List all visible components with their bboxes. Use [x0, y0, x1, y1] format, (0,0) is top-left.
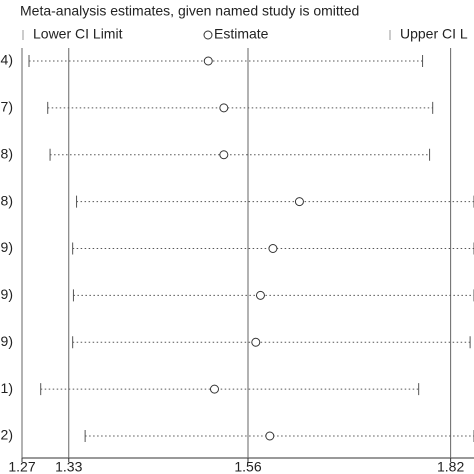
y-tick-label: 9) [1, 333, 13, 349]
chart-title: Meta-analysis estimates, given named stu… [20, 3, 359, 19]
legend-label: Estimate [214, 26, 269, 42]
legend-label: Lower CI Limit [33, 26, 123, 42]
estimate [203, 56, 213, 66]
y-tick-label: 1) [1, 380, 13, 396]
y-tick-label: 8) [1, 192, 13, 208]
estimate [251, 337, 261, 347]
x-tick-label: 1.56 [234, 459, 261, 474]
estimate [219, 103, 229, 113]
estimate [219, 150, 229, 160]
x-tick-label: 1.33 [55, 459, 82, 474]
estimate [265, 431, 275, 441]
y-tick-label: 2) [1, 427, 13, 443]
y-tick-label: 9) [1, 286, 13, 302]
y-tick-label: 8) [1, 145, 13, 161]
x-tick-label: 1.82 [437, 459, 464, 474]
x-tick-label: 1.27 [8, 459, 35, 474]
y-tick-label: 7) [1, 99, 13, 115]
y-tick-label: 4) [1, 52, 13, 68]
legend-label: Upper CI L [400, 26, 468, 42]
estimate [268, 244, 278, 253]
estimate [255, 290, 265, 300]
estimate [294, 197, 304, 207]
estimate [209, 384, 219, 394]
y-tick-label: 9) [1, 239, 13, 255]
legend-marker [203, 30, 213, 40]
